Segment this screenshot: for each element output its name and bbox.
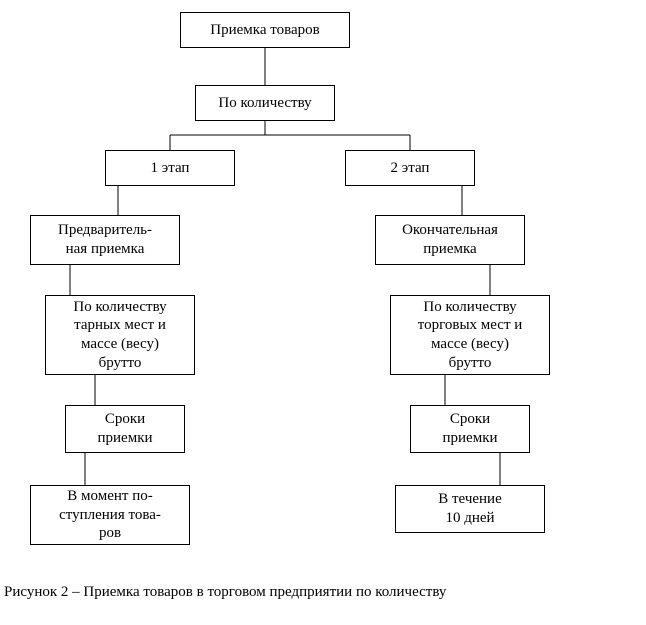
node-terms-right: Срокиприемки bbox=[410, 405, 530, 453]
node-label: Окончательнаяприемка bbox=[402, 221, 498, 259]
node-label: 2 этап bbox=[391, 159, 430, 178]
node-label: Предваритель-ная приемка bbox=[58, 221, 152, 259]
node-root: Приемка товаров bbox=[180, 12, 350, 48]
node-terms-left: Срокиприемки bbox=[65, 405, 185, 453]
node-stage2: 2 этап bbox=[345, 150, 475, 186]
node-label: По количеству bbox=[218, 94, 311, 113]
node-label: В момент по-ступления това-ров bbox=[59, 487, 161, 543]
node-by-qty: По количеству bbox=[195, 85, 335, 121]
node-label: Срокиприемки bbox=[442, 410, 497, 448]
node-stage1: 1 этап bbox=[105, 150, 235, 186]
node-label: Срокиприемки bbox=[97, 410, 152, 448]
figure-caption: Рисунок 2 – Приемка товаров в торговом п… bbox=[4, 584, 642, 601]
node-label: 1 этап bbox=[151, 159, 190, 178]
node-prelim: Предваритель-ная приемка bbox=[30, 215, 180, 265]
node-trade: По количествуторговых мест имассе (весу)… bbox=[390, 295, 550, 375]
node-label: Приемка товаров bbox=[210, 21, 319, 40]
caption-text: Рисунок 2 – Приемка товаров в торговом п… bbox=[4, 584, 446, 600]
node-label: По количествуторговых мест имассе (весу)… bbox=[418, 298, 523, 373]
node-label: В течение10 дней bbox=[438, 490, 502, 528]
node-when-right: В течение10 дней bbox=[395, 485, 545, 533]
node-final: Окончательнаяприемка bbox=[375, 215, 525, 265]
node-tare: По количествутарных мест имассе (весу)бр… bbox=[45, 295, 195, 375]
node-label: По количествутарных мест имассе (весу)бр… bbox=[73, 298, 166, 373]
node-when-left: В момент по-ступления това-ров bbox=[30, 485, 190, 545]
